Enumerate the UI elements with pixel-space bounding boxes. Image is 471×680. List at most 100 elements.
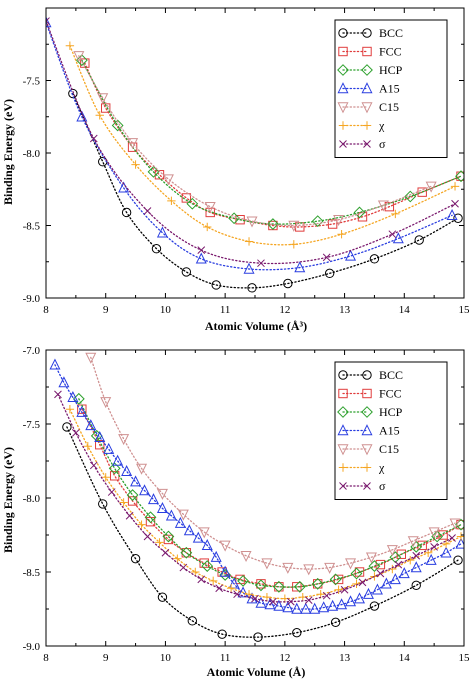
bottom-data-point-triangle-up (67, 391, 79, 403)
top-data-point-circle (369, 254, 380, 264)
bottom-data-point-triangle-down (386, 545, 398, 557)
bottom-data-point-triangle-down (118, 434, 130, 446)
top-data-point-triangle-up (243, 262, 255, 274)
top-legend-entry-plus: χ (338, 119, 385, 133)
bottom-data-point-plus (65, 405, 75, 414)
top-data-point-plus (244, 237, 254, 246)
bottom-data-point-plus (209, 576, 218, 586)
bottom-data-point-circle (292, 627, 302, 638)
bottom-data-point-x (304, 596, 313, 604)
bottom-x-tick-label: 10 (160, 652, 172, 664)
top-data-point-triangle-up (156, 226, 168, 238)
top-data-point-circle (121, 207, 132, 218)
bottom-x-tick-label: 14 (399, 652, 411, 664)
bottom-data-point-triangle-up (345, 595, 357, 607)
bottom-data-point-plus (173, 554, 182, 563)
top-data-point-square (235, 215, 245, 225)
bottom-x-tick-label: 13 (339, 652, 351, 664)
bottom-data-point-plus (137, 520, 146, 529)
bottom-data-point-circle (330, 617, 341, 628)
bottom-legend-entry-circle: BCC (338, 368, 403, 382)
top-data-point-circle (324, 268, 335, 279)
top-data-point-triangle-up (392, 232, 404, 244)
top-x-tick-label: 15 (459, 304, 471, 316)
bottom-data-point-plus (262, 592, 272, 602)
top-series-triangle-up (46, 16, 458, 274)
bottom-data-point-diamond (255, 579, 267, 592)
bottom-data-point-x (322, 591, 331, 600)
top-data-point-circle (211, 280, 221, 290)
bottom-data-point-triangle-down (156, 488, 168, 500)
bottom-data-point-diamond (237, 574, 249, 587)
top-data-point-plus (65, 41, 75, 50)
bottom-data-point-triangle-up (255, 596, 267, 608)
bottom-series-line-circle (66, 426, 459, 638)
top-legend-marker-circle (338, 28, 348, 38)
top-data-point-square (327, 219, 338, 229)
bottom-data-point-square (313, 579, 323, 589)
bottom-data-point-triangle-down (345, 558, 357, 570)
top-legend-marker-x (363, 140, 371, 148)
top-legend-label-triangle-down: C15 (379, 100, 399, 114)
bottom-data-point-x (179, 563, 188, 572)
top-data-point-triangle-up (76, 110, 88, 122)
top-x-tick-label: 13 (339, 304, 351, 316)
top-data-point-diamond (75, 54, 88, 67)
bottom-y-tick-label: -7.0 (23, 345, 41, 357)
top-legend-label-diamond: HCP (379, 63, 403, 77)
bottom-y-tick-label: -8.0 (23, 493, 41, 505)
bottom-legend-marker-triangle-up (361, 424, 373, 436)
bottom-data-point-diamond (329, 573, 342, 586)
top-y-tick-label: -7.5 (23, 76, 41, 88)
bottom-data-point-triangle-up (237, 586, 249, 598)
bottom-data-point-triangle-down (428, 527, 440, 539)
top-data-point-triangle-down (425, 181, 437, 193)
top-x-tick-label: 12 (279, 304, 290, 316)
bottom-data-point-x (107, 488, 116, 496)
bottom-data-point-circle (98, 499, 108, 509)
bottom-data-point-plus (352, 579, 361, 589)
top-legend-marker-x (339, 140, 347, 148)
bottom-data-point-triangle-up (264, 598, 276, 610)
bottom-data-point-plus (441, 539, 451, 549)
top-x-tick-label: 11 (220, 304, 231, 316)
bottom-data-point-triangle-up (174, 516, 186, 528)
bottom-legend-marker-diamond (361, 406, 373, 418)
top-legend-marker-triangle-up (337, 82, 349, 94)
bottom-data-point-circle (453, 555, 463, 565)
top-data-point-x (257, 259, 265, 268)
top-data-point-triangle-down (288, 220, 300, 232)
bottom-x-tick-label: 9 (103, 652, 109, 664)
bottom-legend: BCC FCC HCP A15 C15 χσ (334, 361, 448, 500)
bottom-data-point-triangle-up (398, 567, 410, 579)
bottom-legend-marker-x (363, 482, 371, 490)
bottom-data-point-x (54, 390, 62, 399)
bottom-data-point-triangle-up (309, 602, 321, 614)
bottom-data-point-plus (226, 584, 236, 593)
top-series-line-plus (69, 45, 456, 246)
bottom-data-point-triangle-down (261, 558, 273, 570)
bottom-legend-label-triangle-down: C15 (379, 442, 399, 456)
top-data-point-triangle-down (97, 93, 109, 105)
bottom-data-point-diamond (180, 546, 193, 559)
bottom-data-point-x (125, 511, 134, 520)
bottom-data-point-triangle-up (389, 573, 401, 585)
top-legend: BCC FCC HCP A15 C15 χσ (334, 19, 448, 158)
bottom-data-point-square (181, 548, 192, 558)
bottom-data-point-triangle-down (85, 352, 97, 364)
bottom-data-point-triangle-up (353, 592, 366, 604)
top-chart-panel: Binding Energy (eV) Atomic Volume (Å³) 8… (1, 7, 471, 333)
bottom-series-line-triangle-down (90, 356, 456, 570)
bottom-data-point-diamond (108, 462, 121, 475)
bottom-data-point-triangle-up (139, 484, 151, 496)
top-legend-marker-triangle-up (361, 82, 373, 94)
top-data-point-triangle-up (46, 16, 52, 28)
top-plot-area (46, 16, 464, 293)
top-legend-marker-triangle-down (361, 102, 373, 114)
bottom-data-point-plus (191, 567, 200, 577)
top-series-line-triangle-down (78, 55, 432, 227)
bottom-data-point-x (161, 548, 170, 557)
bottom-series-line-diamond (78, 398, 462, 588)
top-data-point-x (89, 134, 98, 143)
bottom-data-point-triangle-up (183, 524, 195, 536)
